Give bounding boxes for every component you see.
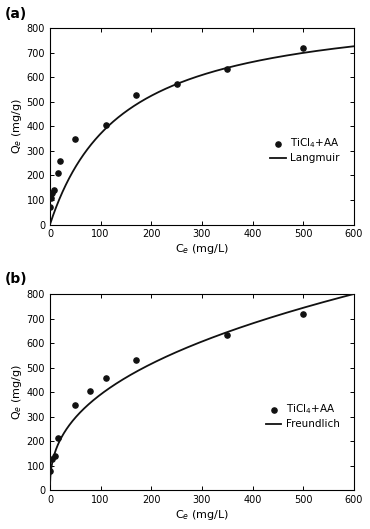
X-axis label: C$_e$ (mg/L): C$_e$ (mg/L) bbox=[175, 508, 229, 522]
Freundlich bbox=[352, 291, 356, 297]
Freundlich bbox=[188, 343, 192, 350]
TiCl$_4$+AA bbox=[50, 188, 56, 197]
TiCl$_4$+AA bbox=[103, 373, 109, 382]
Langmuir bbox=[188, 76, 192, 83]
Freundlich bbox=[343, 293, 347, 299]
Langmuir bbox=[195, 73, 200, 79]
X-axis label: C$_e$ (mg/L): C$_e$ (mg/L) bbox=[175, 242, 229, 256]
Langmuir bbox=[63, 183, 68, 189]
Legend: TiCl$_4$+AA, Langmuir: TiCl$_4$+AA, Langmuir bbox=[267, 133, 343, 167]
TiCl$_4$+AA bbox=[224, 65, 230, 73]
Y-axis label: Q$_e$ (mg/g): Q$_e$ (mg/g) bbox=[10, 364, 24, 421]
Freundlich bbox=[48, 481, 52, 488]
TiCl$_4$+AA bbox=[52, 452, 58, 460]
Freundlich bbox=[343, 293, 347, 299]
Line: Freundlich: Freundlich bbox=[50, 294, 354, 485]
TiCl$_4$+AA bbox=[55, 169, 61, 177]
Legend: TiCl$_4$+AA, Freundlich: TiCl$_4$+AA, Freundlich bbox=[263, 399, 343, 432]
TiCl$_4$+AA bbox=[72, 134, 78, 143]
TiCl$_4$+AA bbox=[47, 467, 53, 475]
Text: (a): (a) bbox=[4, 6, 27, 21]
TiCl$_4$+AA bbox=[48, 193, 54, 202]
Langmuir bbox=[48, 221, 52, 227]
TiCl$_4$+AA bbox=[133, 356, 139, 364]
TiCl$_4$+AA bbox=[50, 454, 56, 463]
TiCl$_4$+AA bbox=[174, 79, 179, 88]
TiCl$_4$+AA bbox=[133, 90, 139, 99]
Langmuir bbox=[287, 52, 292, 58]
TiCl$_4$+AA bbox=[57, 157, 63, 165]
TiCl$_4$+AA bbox=[72, 400, 78, 409]
TiCl$_4$+AA bbox=[103, 121, 109, 130]
Line: Langmuir: Langmuir bbox=[50, 46, 354, 224]
Freundlich bbox=[287, 309, 292, 315]
Langmuir bbox=[343, 44, 347, 50]
Langmuir bbox=[343, 44, 347, 50]
TiCl$_4$+AA bbox=[47, 203, 53, 212]
Freundlich bbox=[195, 340, 200, 346]
TiCl$_4$+AA bbox=[55, 433, 61, 442]
Text: (b): (b) bbox=[4, 272, 27, 286]
TiCl$_4$+AA bbox=[51, 186, 57, 195]
Langmuir bbox=[352, 43, 356, 49]
Freundlich bbox=[63, 427, 68, 434]
TiCl$_4$+AA bbox=[224, 331, 230, 339]
TiCl$_4$+AA bbox=[88, 387, 94, 395]
Y-axis label: Q$_e$ (mg/g): Q$_e$ (mg/g) bbox=[10, 98, 24, 154]
TiCl$_4$+AA bbox=[300, 44, 306, 52]
TiCl$_4$+AA bbox=[300, 309, 306, 318]
